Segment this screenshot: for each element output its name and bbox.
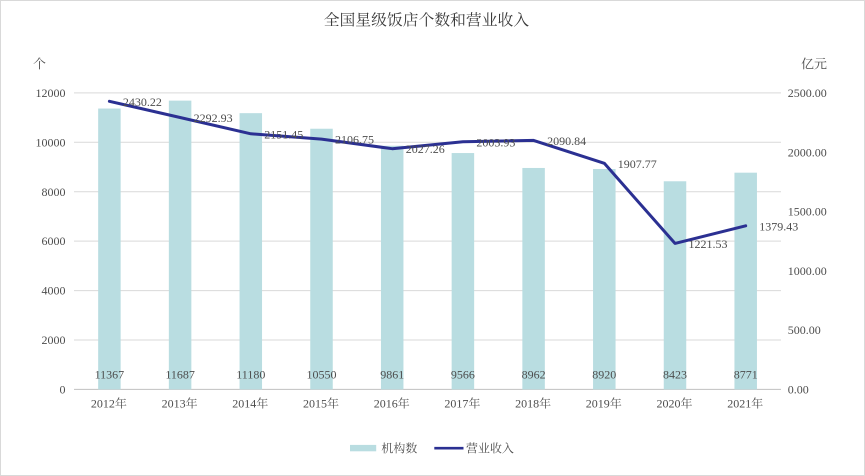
svg-text:2012: 2012 bbox=[91, 397, 115, 411]
svg-text:2017: 2017 bbox=[444, 397, 468, 411]
svg-text:2027.26: 2027.26 bbox=[406, 142, 445, 156]
svg-text:2003.93: 2003.93 bbox=[476, 135, 515, 149]
svg-text:2019: 2019 bbox=[586, 397, 610, 411]
svg-text:4000: 4000 bbox=[42, 284, 66, 298]
svg-text:2500.00: 2500.00 bbox=[788, 86, 827, 100]
svg-text:2292.93: 2292.93 bbox=[194, 111, 233, 125]
svg-text:2021: 2021 bbox=[727, 397, 751, 411]
svg-text:2018: 2018 bbox=[515, 397, 539, 411]
svg-text:2014: 2014 bbox=[232, 397, 256, 411]
svg-text:1500.00: 1500.00 bbox=[788, 205, 827, 219]
svg-text:2151.45: 2151.45 bbox=[264, 127, 303, 141]
svg-text:1379.43: 1379.43 bbox=[759, 219, 798, 233]
svg-text:1000.00: 1000.00 bbox=[788, 264, 827, 278]
svg-text:2090.84: 2090.84 bbox=[547, 134, 586, 148]
svg-text:6000: 6000 bbox=[42, 234, 66, 248]
svg-text:2016: 2016 bbox=[374, 397, 398, 411]
svg-text:2106.75: 2106.75 bbox=[335, 133, 374, 147]
svg-text:12000: 12000 bbox=[36, 86, 66, 100]
svg-text:8000: 8000 bbox=[42, 185, 66, 199]
svg-text:500.00: 500.00 bbox=[788, 323, 821, 337]
svg-text:0: 0 bbox=[60, 383, 66, 397]
svg-text:8962: 8962 bbox=[522, 368, 546, 382]
svg-text:0.00: 0.00 bbox=[788, 383, 809, 397]
svg-text:2000.00: 2000.00 bbox=[788, 145, 827, 159]
svg-text:11180: 11180 bbox=[236, 368, 265, 382]
svg-text:10550: 10550 bbox=[307, 368, 337, 382]
svg-text:10000: 10000 bbox=[36, 135, 66, 149]
svg-text:9861: 9861 bbox=[380, 368, 404, 382]
svg-text:2015: 2015 bbox=[303, 397, 327, 411]
svg-text:9566: 9566 bbox=[451, 368, 475, 382]
svg-text:2430.22: 2430.22 bbox=[123, 95, 162, 109]
svg-text:2020: 2020 bbox=[657, 397, 681, 411]
svg-text:11367: 11367 bbox=[95, 368, 125, 382]
svg-text:2000: 2000 bbox=[42, 333, 66, 347]
svg-text:8920: 8920 bbox=[592, 368, 616, 382]
svg-text:1907.77: 1907.77 bbox=[618, 157, 657, 171]
svg-text:1221.53: 1221.53 bbox=[689, 237, 728, 251]
svg-text:11687: 11687 bbox=[165, 368, 195, 382]
svg-text:2013: 2013 bbox=[162, 397, 186, 411]
svg-text:8423: 8423 bbox=[663, 368, 687, 382]
svg-text:8771: 8771 bbox=[734, 368, 758, 382]
